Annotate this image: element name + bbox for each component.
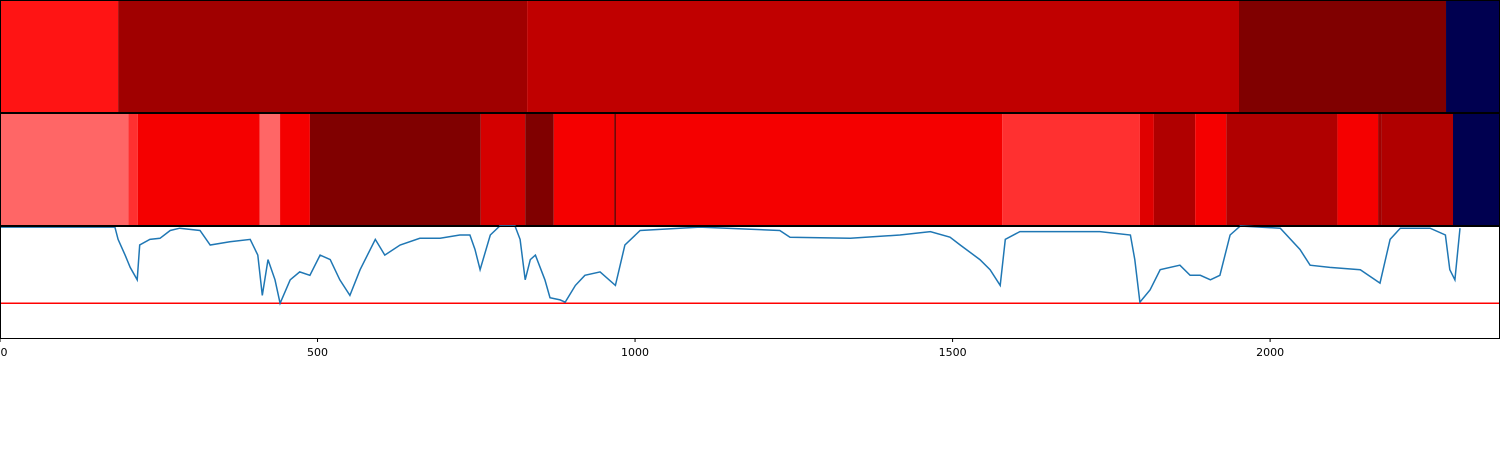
segment bbox=[0, 0, 119, 112]
segment bbox=[128, 113, 138, 225]
segment bbox=[1238, 0, 1447, 112]
segment bbox=[525, 113, 554, 225]
segment bbox=[1195, 113, 1227, 225]
segment bbox=[1337, 113, 1379, 225]
x-tick-label: 1500 bbox=[939, 346, 967, 359]
segment bbox=[1002, 113, 1140, 225]
segment bbox=[1153, 113, 1196, 225]
segment bbox=[1453, 113, 1500, 225]
segment bbox=[309, 113, 481, 225]
segment bbox=[614, 113, 617, 225]
segment bbox=[527, 0, 1239, 112]
x-tick-label: 500 bbox=[307, 346, 328, 359]
segment bbox=[1226, 113, 1338, 225]
segment bbox=[1446, 0, 1500, 112]
x-tick-label: 2000 bbox=[1256, 346, 1284, 359]
segment bbox=[259, 113, 281, 225]
x-tick-label: 0 bbox=[1, 346, 8, 359]
segment bbox=[280, 113, 310, 225]
segment bbox=[1381, 113, 1454, 225]
segment bbox=[0, 113, 129, 225]
x-tick-label: 1000 bbox=[621, 346, 649, 359]
segment bbox=[118, 0, 528, 112]
panel-frame bbox=[0, 226, 1500, 339]
segment bbox=[1378, 113, 1382, 225]
segment bbox=[553, 113, 615, 225]
segment bbox=[616, 113, 1003, 225]
segment bbox=[137, 113, 260, 225]
segment bbox=[1139, 113, 1154, 225]
line-series bbox=[0, 225, 1461, 306]
segment bbox=[480, 113, 526, 225]
